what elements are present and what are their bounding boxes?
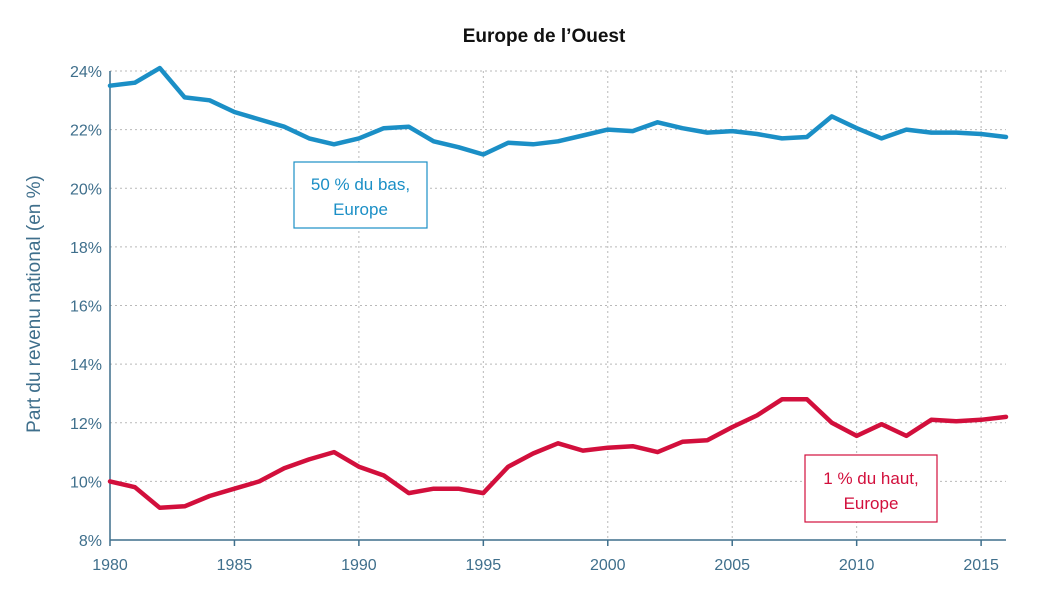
y-tick-label: 24%: [70, 64, 102, 81]
annotation-top-1-line2: Europe: [844, 494, 899, 513]
chart-title: Europe de l’Ouest: [463, 26, 626, 47]
y-tick-label: 20%: [70, 181, 102, 198]
annotation-top-1-box: [804, 454, 938, 523]
series-line-top-1: [107, 397, 1009, 511]
y-tick-label: 18%: [70, 240, 102, 257]
x-tick-label: 1985: [217, 557, 253, 574]
x-tick-label: 1995: [466, 557, 502, 574]
x-tick-label: 1990: [341, 557, 377, 574]
annotation-top-1-line1: 1 % du haut,: [823, 469, 918, 488]
x-tick-label: 2015: [963, 557, 999, 574]
series-line-bottom-50: [107, 65, 1009, 157]
annotation-top-1: 1 % du haut, Europe: [804, 454, 938, 523]
annotation-bottom-50: 50 % du bas, Europe: [293, 161, 428, 229]
annotation-bottom-50-box: [293, 161, 428, 229]
y-tick-label: 8%: [79, 533, 102, 550]
y-tick-label: 14%: [70, 357, 102, 374]
x-tick-label: 1980: [92, 557, 128, 574]
x-tick-label: 2000: [590, 557, 626, 574]
y-axis-label: Part du revenu national (en %): [24, 175, 45, 433]
annotation-bottom-50-line1: 50 % du bas,: [311, 175, 410, 194]
y-tick-label: 16%: [70, 299, 102, 316]
axes: 8% 10% 12% 14% 16% 18% 20% 22% 24% 1980 1985 1990 19…: [70, 64, 1006, 574]
annotations: 50 % du bas, Europe 1 % du haut, Europe: [293, 161, 938, 523]
series-lines: [107, 65, 1009, 511]
y-tick-label: 22%: [70, 123, 102, 140]
x-tick-label: 2005: [714, 557, 750, 574]
x-tick-label: 2010: [839, 557, 875, 574]
y-tick-label: 10%: [70, 474, 102, 491]
annotation-bottom-50-line2: Europe: [333, 200, 388, 219]
y-tick-label: 12%: [70, 416, 102, 433]
